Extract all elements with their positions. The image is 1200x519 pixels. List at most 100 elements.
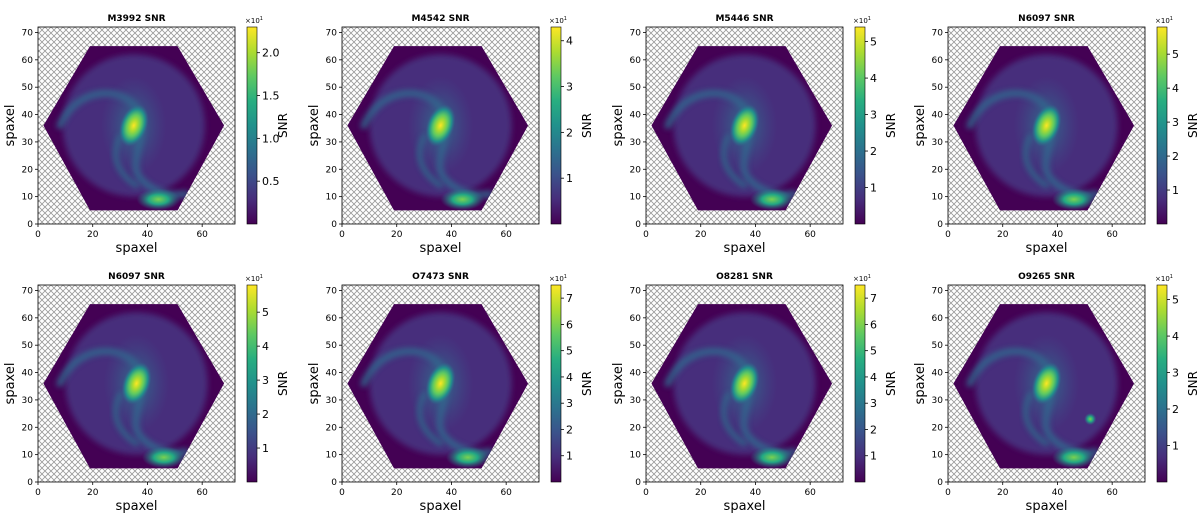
colorbar-tick-label: 2 <box>566 126 573 139</box>
panel-title: N6097 SNR <box>1018 14 1075 24</box>
y-tick-label: 30 <box>932 396 944 406</box>
axes-frame <box>37 284 236 483</box>
colorbar <box>551 27 561 224</box>
x-tick-label: 20 <box>391 230 403 240</box>
colorbar-tick-label: 1 <box>566 450 573 463</box>
x-tick-label: 0 <box>643 230 649 240</box>
x-tick-label: 0 <box>339 488 345 498</box>
y-axis-label: spaxel <box>3 105 18 147</box>
y-tick-label: 40 <box>630 111 642 121</box>
x-axis-label: spaxel <box>724 499 766 514</box>
colorbar-tick-label: 3 <box>870 397 877 410</box>
y-tick-label: 50 <box>326 341 338 351</box>
colorbar-tick-label: 1.5 <box>262 90 280 103</box>
x-tick-label: 20 <box>997 230 1009 240</box>
y-tick-label: 70 <box>630 286 642 296</box>
panel-title: M3992 SNR <box>107 14 165 24</box>
colorbar-tick-label: 1.0 <box>262 132 280 145</box>
secondary-clump <box>141 446 186 469</box>
x-tick-label: 40 <box>1052 230 1064 240</box>
y-tick-label: 10 <box>630 451 642 461</box>
x-axis-label: spaxel <box>420 241 462 256</box>
colorbar-tick-label: 1 <box>1172 440 1179 453</box>
colorbar-tick-label: 4 <box>870 371 877 384</box>
y-tick-label: 60 <box>326 314 338 324</box>
core-peak <box>729 362 760 405</box>
y-tick-label: 60 <box>22 56 34 66</box>
colorbar-frame <box>550 26 562 225</box>
y-tick-label: 0 <box>27 220 33 230</box>
colorbar-multiplier: ×101 <box>853 16 871 25</box>
y-tick-label: 70 <box>22 286 34 296</box>
x-tick-label: 40 <box>750 230 762 240</box>
y-tick-label: 50 <box>630 83 642 93</box>
compact-source <box>1084 413 1097 426</box>
core-peak <box>121 362 152 405</box>
y-tick-label: 70 <box>630 28 642 38</box>
y-tick-label: 10 <box>932 451 944 461</box>
emission-map <box>664 312 816 469</box>
y-tick-label: 50 <box>326 83 338 93</box>
y-tick-label: 70 <box>932 28 944 38</box>
y-tick-label: 70 <box>326 28 338 38</box>
x-tick-label: 20 <box>997 488 1009 498</box>
snr-panel: 0 20 40 60 0 10 20 30 40 50 60 70 O8281 SNR spaxel spa… <box>611 272 898 514</box>
x-tick-label: 60 <box>500 488 512 498</box>
y-tick-label: 10 <box>22 193 34 203</box>
colorbar-frame <box>854 284 866 483</box>
colorbar-tick-label: 4 <box>1172 82 1179 95</box>
colorbar-tick-label: 1 <box>566 172 573 185</box>
y-tick-label: 20 <box>22 423 34 433</box>
y-tick-label: 10 <box>326 451 338 461</box>
colorbar-frame <box>246 284 258 483</box>
colorbar-label: SNR <box>276 113 290 138</box>
colorbar-tick-label: 4 <box>566 35 573 48</box>
core-peak <box>425 362 456 405</box>
y-tick-label: 40 <box>932 369 944 379</box>
panel-title: O7473 SNR <box>412 272 469 282</box>
core-peak <box>1031 362 1062 405</box>
colorbar-tick-label: 1 <box>1172 184 1179 197</box>
y-tick-label: 40 <box>326 111 338 121</box>
y-tick-label: 50 <box>932 83 944 93</box>
colorbar-tick-label: 4 <box>566 371 573 384</box>
colorbar-tick-label: 1 <box>262 442 269 455</box>
y-tick-label: 40 <box>932 111 944 121</box>
x-tick-label: 0 <box>945 488 951 498</box>
colorbar-exponent: 1 <box>1170 274 1173 280</box>
colorbar-tick-label: 3 <box>566 81 573 94</box>
x-tick-label: 0 <box>35 488 41 498</box>
colorbar-tick-label: 5 <box>566 345 573 358</box>
y-axis-label: spaxel <box>3 363 18 405</box>
core-peak <box>729 104 760 147</box>
panel-title: O8281 SNR <box>716 272 773 282</box>
snr-panel: 0 20 40 60 0 10 20 30 40 50 60 70 O9265 SNR spaxel spa… <box>913 272 1200 514</box>
y-tick-label: 50 <box>630 341 642 351</box>
y-tick-label: 0 <box>937 478 943 488</box>
y-tick-label: 30 <box>932 138 944 148</box>
colorbar-tick-label: 4 <box>870 72 877 85</box>
colorbar-exponent: 1 <box>260 16 263 22</box>
y-tick-label: 60 <box>630 56 642 66</box>
y-tick-label: 20 <box>630 165 642 175</box>
y-tick-label: 50 <box>22 341 34 351</box>
x-tick-label: 40 <box>750 488 762 498</box>
panel-title: N6097 SNR <box>108 272 165 282</box>
x-tick-label: 40 <box>446 230 458 240</box>
x-tick-label: 40 <box>446 488 458 498</box>
colorbar-tick-label: 7 <box>870 292 877 305</box>
colorbar-tick-label: 3 <box>566 397 573 410</box>
colorbar-tick-label: 5 <box>870 345 877 358</box>
colorbar-tick-label: 2 <box>870 145 877 158</box>
colorbar-tick-label: 3 <box>1172 367 1179 380</box>
core-peak <box>1031 104 1062 147</box>
emission-map <box>360 54 512 211</box>
x-tick-label: 60 <box>196 488 208 498</box>
y-tick-label: 60 <box>22 314 34 324</box>
y-tick-label: 60 <box>932 56 944 66</box>
x-tick-label: 60 <box>804 488 816 498</box>
y-tick-label: 30 <box>326 138 338 148</box>
colorbar <box>855 27 865 224</box>
y-tick-label: 20 <box>932 423 944 433</box>
colorbar-tick-label: 5 <box>1172 48 1179 61</box>
